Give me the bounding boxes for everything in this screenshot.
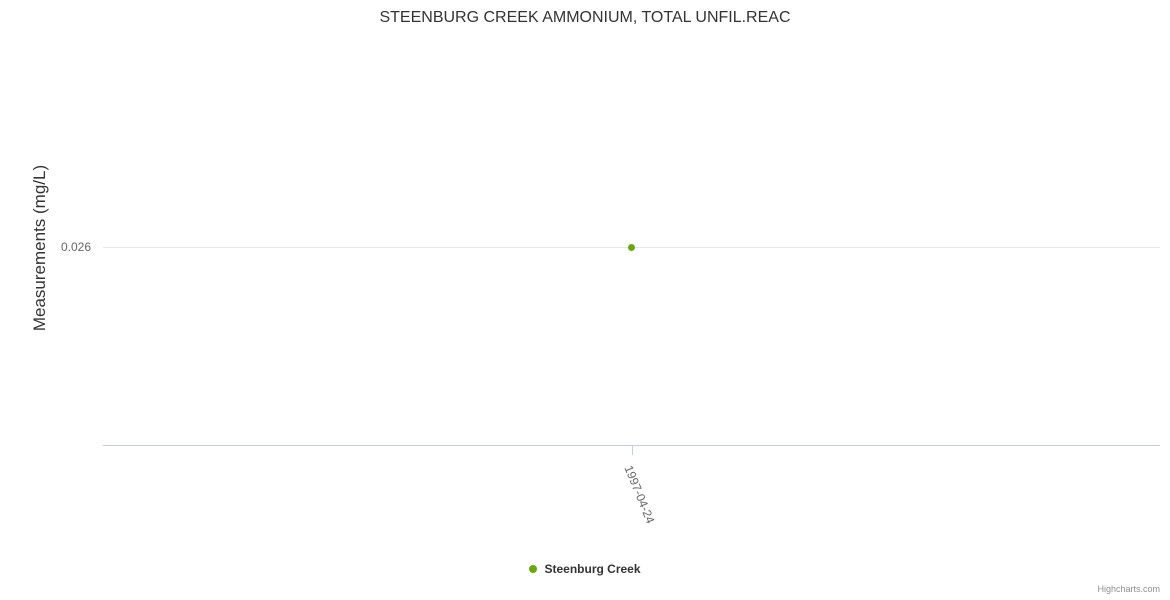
- x-axis-tick-mark: [631, 445, 633, 455]
- y-axis-tick-labels: 0.026: [0, 0, 91, 600]
- legend-item[interactable]: Steenburg Creek: [529, 562, 641, 576]
- legend-item-label: Steenburg Creek: [544, 562, 641, 576]
- x-axis-tick-label: 1997-04-24: [621, 463, 657, 526]
- legend-marker-icon: [529, 565, 538, 573]
- chart-title: STEENBURG CREEK AMMONIUM, TOTAL UNFIL.RE…: [379, 9, 791, 26]
- data-point[interactable]: [628, 243, 635, 251]
- plot-area: [103, 55, 1160, 446]
- highcharts-credits-link[interactable]: Highcharts.com: [1097, 584, 1160, 594]
- y-axis-tick-label: 0.026: [60, 240, 91, 254]
- chart-legend: Steenburg Creek: [0, 562, 1170, 576]
